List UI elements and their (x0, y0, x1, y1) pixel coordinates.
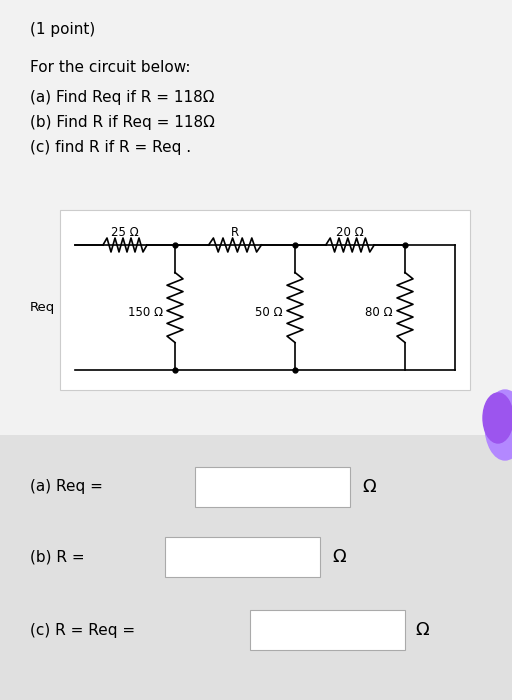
Bar (0, 435, 512, 700)
Text: Ω: Ω (362, 478, 376, 496)
Text: Ω: Ω (415, 621, 429, 639)
Text: 80 Ω: 80 Ω (366, 306, 393, 319)
Text: 50 Ω: 50 Ω (255, 306, 283, 319)
Text: 25 Ω: 25 Ω (111, 225, 139, 239)
Bar (60, 210, 470, 390)
Bar (195, 467, 350, 507)
Ellipse shape (483, 393, 512, 443)
Text: 150 Ω: 150 Ω (128, 306, 163, 319)
Text: Req: Req (30, 301, 55, 314)
Ellipse shape (485, 390, 512, 460)
Text: Ω: Ω (332, 548, 346, 566)
Text: (a) Find Req if R = 118Ω: (a) Find Req if R = 118Ω (30, 90, 215, 105)
Text: R: R (231, 225, 239, 239)
Bar (165, 537, 320, 577)
Text: (b) R =: (b) R = (30, 550, 84, 564)
Bar (0, 0, 512, 435)
Text: 20 Ω: 20 Ω (336, 225, 364, 239)
Text: For the circuit below:: For the circuit below: (30, 60, 190, 75)
Text: (a) Req =: (a) Req = (30, 480, 103, 494)
Text: (c) find R if R = Req .: (c) find R if R = Req . (30, 140, 191, 155)
Text: (c) R = Req =: (c) R = Req = (30, 622, 135, 638)
Text: (b) Find R if Req = 118Ω: (b) Find R if Req = 118Ω (30, 115, 215, 130)
Bar (250, 610, 405, 650)
Text: (1 point): (1 point) (30, 22, 95, 37)
